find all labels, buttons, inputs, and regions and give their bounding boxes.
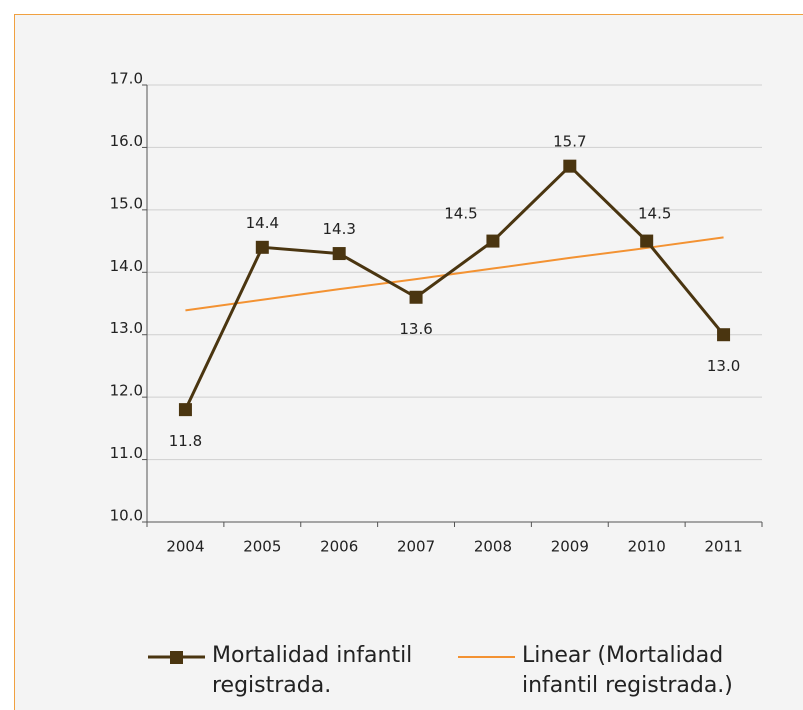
- y-tick-label: 12.0: [110, 382, 143, 400]
- y-tick-label: 16.0: [110, 132, 143, 150]
- y-tick-label: 10.0: [110, 507, 143, 525]
- data-label: 14.4: [246, 214, 279, 232]
- x-tick-label: 2007: [397, 538, 435, 556]
- marker: [563, 159, 577, 173]
- x-tick-label: 2009: [551, 538, 589, 556]
- x-tick-label: 2011: [704, 538, 742, 556]
- data-label: 14.5: [444, 205, 477, 223]
- data-label: 13.0: [707, 357, 740, 375]
- x-tick-label: 2008: [474, 538, 512, 556]
- data-label: 13.6: [399, 320, 432, 338]
- marker: [255, 240, 269, 254]
- legend-marker: [170, 651, 183, 664]
- y-tick-label: 13.0: [110, 319, 143, 337]
- y-tick-label: 17.0: [110, 70, 143, 88]
- data-label: 11.8: [169, 432, 202, 450]
- x-tick-label: 2004: [166, 538, 204, 556]
- data-line: [184, 164, 725, 411]
- y-tick-label: 11.0: [110, 444, 143, 462]
- marker: [640, 234, 654, 248]
- marker: [486, 234, 500, 248]
- card: [14, 14, 803, 710]
- x-tick-label: 2010: [628, 538, 666, 556]
- data-label: 14.5: [638, 205, 671, 223]
- trend-line: [185, 236, 724, 312]
- y-tick-label: 15.0: [110, 194, 143, 212]
- x-tick-label: 2005: [243, 538, 281, 556]
- y-tick-label: 14.0: [110, 257, 143, 275]
- marker: [332, 247, 346, 261]
- legend-label: Mortalidad infantil registrada.: [212, 643, 413, 698]
- legend-label: Linear (Mortalidad infantil registrada.): [522, 643, 733, 698]
- data-label: 14.3: [322, 220, 355, 238]
- data-label: 15.7: [553, 133, 586, 151]
- marker: [178, 403, 192, 417]
- marker: [717, 328, 731, 342]
- marker: [409, 290, 423, 304]
- x-tick-label: 2006: [320, 538, 358, 556]
